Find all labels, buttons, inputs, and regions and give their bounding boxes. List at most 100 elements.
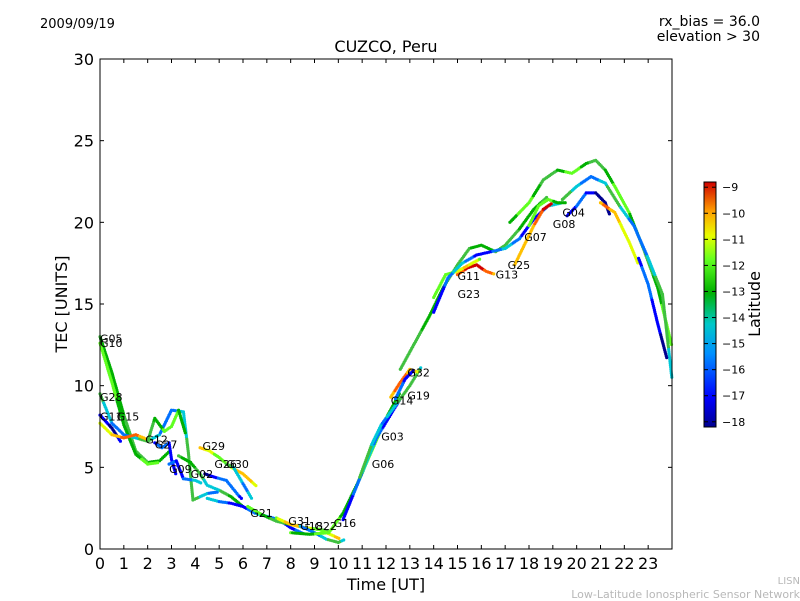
satellite-label: G03 — [381, 430, 404, 443]
satellite-label: G11 — [100, 411, 123, 424]
series-g13 — [432, 201, 562, 314]
satellite-label: G21 — [250, 507, 273, 520]
satellite-label: G30 — [226, 458, 249, 471]
satellite-label: G29 — [203, 440, 226, 453]
x-tick-label: 15 — [447, 554, 467, 573]
data-point — [478, 257, 482, 261]
y-axis: 0 5 10 15 20 25 30 — [74, 50, 672, 559]
x-tick-label: 22 — [614, 554, 634, 573]
data-point — [607, 212, 612, 216]
satellite-label: G05 — [100, 332, 123, 345]
series-g10 — [98, 341, 160, 466]
colorbar-tick-label: −13 — [722, 285, 745, 298]
y-tick-label: 5 — [84, 458, 94, 477]
satellite-label: G15 — [117, 411, 140, 424]
satellite-label: G08 — [553, 218, 576, 231]
credit-short: LISN — [777, 576, 800, 587]
satellite-label: G19 — [407, 390, 430, 403]
series-g04 — [508, 158, 674, 347]
satellite-label: G23 — [458, 288, 481, 301]
series-g09 — [167, 459, 203, 485]
satellite-label: G16 — [334, 517, 357, 530]
data-point — [419, 366, 423, 370]
y-tick-label: 0 — [84, 540, 94, 559]
data-point — [239, 496, 243, 500]
x-tick-label: 20 — [566, 554, 586, 573]
satellite-label: G28 — [100, 391, 123, 404]
x-tick-label: 9 — [309, 554, 319, 573]
x-tick-label: 11 — [352, 554, 372, 573]
x-tick-label: 16 — [471, 554, 491, 573]
series-g12 — [146, 408, 187, 443]
satellite-label: G27 — [155, 439, 178, 452]
x-tick-label: 5 — [214, 554, 224, 573]
data-point — [415, 370, 420, 374]
x-axis-label: Time [UT] — [346, 575, 425, 594]
series-g27 — [153, 441, 178, 476]
rx-bias-label: rx_bias = 36.0 — [658, 14, 760, 30]
colorbar — [703, 181, 717, 428]
y-tick-label: 25 — [74, 132, 94, 151]
x-tick-label: 3 — [166, 554, 176, 573]
satellite-label: G06 — [372, 458, 395, 471]
data-point — [249, 496, 254, 500]
x-tick-label: 12 — [376, 554, 396, 573]
x-tick-label: 17 — [495, 554, 515, 573]
colorbar-tick-label: −9 — [722, 181, 738, 194]
x-tick-label: 18 — [519, 554, 539, 573]
x-tick-label: 7 — [262, 554, 272, 573]
satellite-label: G07 — [524, 231, 547, 244]
colorbar-label: Latitude — [745, 271, 764, 337]
x-tick-label: 10 — [328, 554, 348, 573]
satellite-label: G14 — [391, 394, 414, 407]
series-g32 — [398, 195, 549, 371]
chart-title: CUZCO, Peru — [334, 37, 438, 56]
series-g14 — [389, 367, 420, 399]
y-tick-label: 15 — [74, 295, 94, 314]
data-point — [174, 472, 178, 476]
y-tick-label: 20 — [74, 213, 94, 232]
data-point — [342, 538, 346, 542]
colorbar-ticks: −9 −10 −11 −12 −13 −14 −15 −16 −17 −18 — [704, 181, 745, 429]
data-point — [492, 272, 496, 276]
data-point — [549, 202, 553, 206]
satellite-label: G32 — [407, 367, 430, 380]
x-axis: 0 1 2 3 4 5 6 7 8 9 10 11 12 13 14 15 16 17 18 19 20 21 22 23 — [95, 59, 658, 573]
data-point — [563, 201, 567, 205]
x-tick-label: 1 — [119, 554, 129, 573]
satellite-label: G31 — [288, 515, 311, 528]
data-point — [118, 439, 122, 443]
data-point — [411, 369, 415, 373]
series-g26 — [203, 472, 243, 500]
series-g17 — [598, 201, 640, 265]
data-point — [254, 484, 258, 488]
colorbar-tick-label: −14 — [722, 312, 745, 325]
series-g30 — [224, 462, 254, 500]
series-g24 — [637, 256, 669, 360]
data-point — [156, 461, 160, 465]
x-tick-label: 4 — [190, 554, 200, 573]
colorbar-tick-label: −12 — [722, 259, 745, 272]
x-tick-label: 13 — [400, 554, 420, 573]
y-tick-label: 10 — [74, 377, 94, 396]
y-axis-label: TEC [UNITS] — [52, 256, 71, 354]
series-g11 — [432, 257, 482, 300]
colorbar-tick-label: −16 — [722, 364, 745, 377]
satellite-label: G04 — [562, 207, 585, 220]
satellite-label: G22 — [315, 520, 338, 533]
data-point — [199, 481, 203, 485]
satellite-label: G13 — [496, 269, 519, 282]
satellite-label: G12 — [145, 434, 168, 447]
data-point — [144, 437, 148, 441]
series-g25 — [513, 202, 553, 267]
colorbar-tick-label: −17 — [722, 390, 745, 403]
satellite-label: G11 — [458, 270, 481, 283]
x-tick-label: 19 — [543, 554, 563, 573]
date-label: 2009/09/19 — [40, 17, 115, 32]
data-point — [337, 536, 341, 541]
satellite-label: G02 — [191, 468, 214, 481]
data-point — [215, 490, 219, 494]
data-point — [665, 356, 669, 360]
satellite-label: G09 — [169, 463, 192, 476]
